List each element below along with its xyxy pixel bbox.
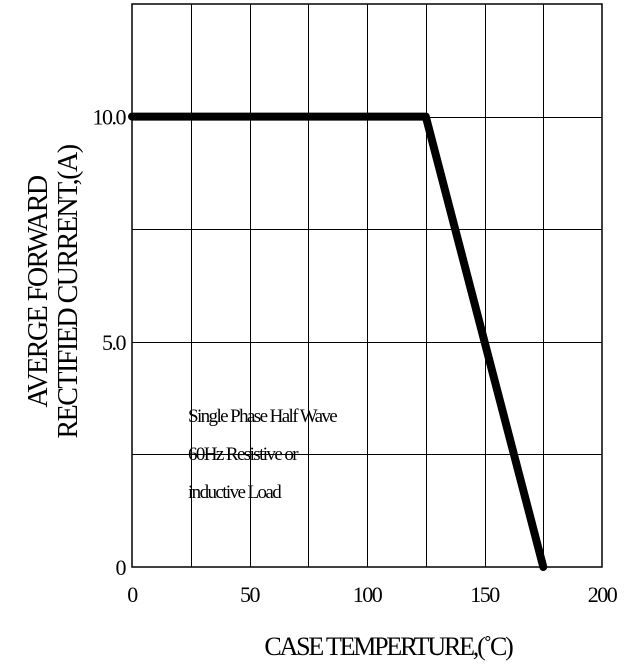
series-group xyxy=(128,112,548,571)
y-tick-label: 0 xyxy=(116,555,127,580)
series-line xyxy=(128,112,548,571)
x-tick-label: 50 xyxy=(240,582,261,607)
annotation-line3: inductive Load xyxy=(188,482,282,503)
annotation-line1: Single Phase Half Wave xyxy=(188,406,337,427)
x-tick-label: 200 xyxy=(588,582,618,607)
y-axis-title-line2: RECTIFIED CURRENT,(A) xyxy=(53,144,84,438)
plot-frame xyxy=(131,3,603,568)
x-tick-label: 150 xyxy=(470,582,500,607)
y-tick-label: 10.0 xyxy=(93,105,127,130)
y-tick-label: 5.0 xyxy=(102,330,127,355)
x-tick-label: 0 xyxy=(127,582,138,607)
x-axis-title: CASE TEMPERTURE,(˚C) xyxy=(264,632,513,661)
annotation-line2: 60Hz Resistive or xyxy=(188,444,299,465)
x-tick-labels: 0 50 100 150 200 xyxy=(127,582,619,607)
y-axis-title-line1: AVERGE FORWARD xyxy=(23,175,54,408)
x-tick-label: 100 xyxy=(353,582,383,607)
y-tick-labels: 0 5.0 10.0 xyxy=(93,105,129,580)
